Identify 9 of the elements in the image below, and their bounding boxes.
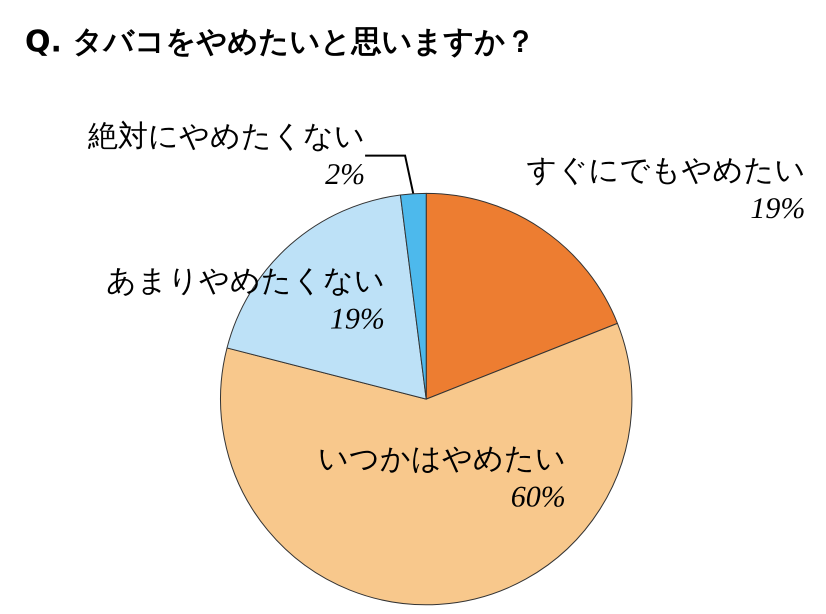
slice-label: 絶対にやめたくない xyxy=(87,119,366,154)
slice-label: あまりやめたくない xyxy=(106,263,385,298)
data-label: 19% xyxy=(330,302,385,336)
chart-title: Q. タバコをやめたいと思いますか？ xyxy=(25,24,536,60)
data-label: 2% xyxy=(325,158,366,192)
data-label: 60% xyxy=(510,480,566,514)
slice-label: いつかはやめたい xyxy=(318,442,566,477)
data-label: 19% xyxy=(750,192,806,225)
slice-label: すぐにでもやめたい xyxy=(526,152,806,188)
